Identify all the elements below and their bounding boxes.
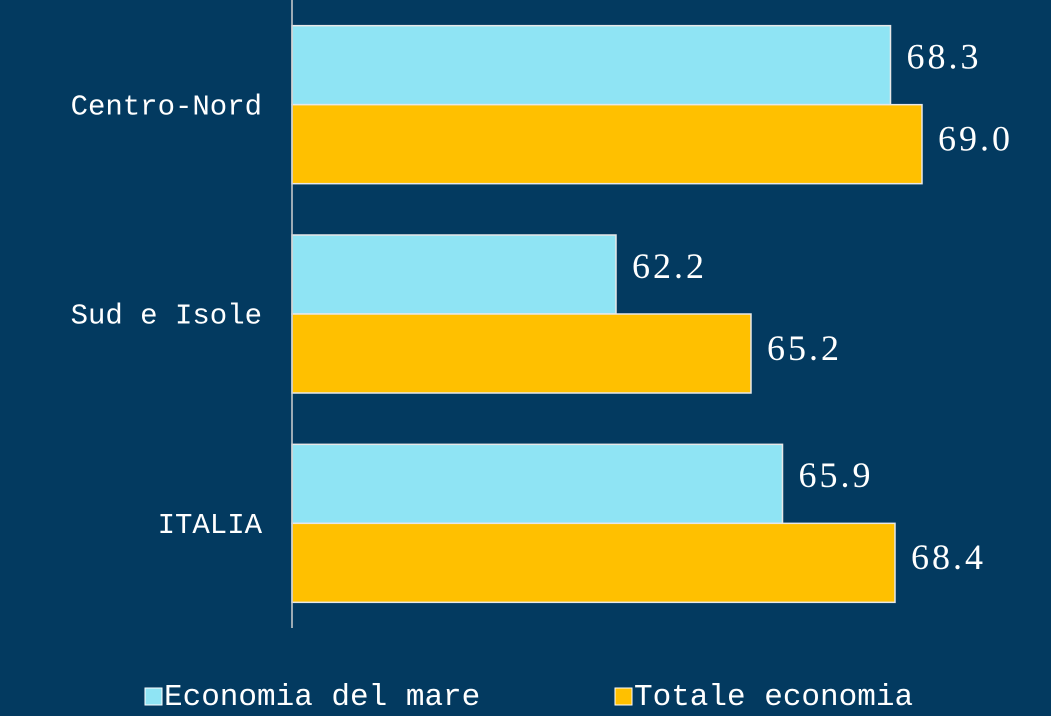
legend-swatch	[614, 687, 633, 706]
y-tick-label: Centro-Nord	[71, 90, 262, 123]
bar	[291, 443, 784, 525]
bar	[291, 234, 617, 315]
bar	[291, 522, 896, 604]
data-label: 68.4	[911, 537, 986, 577]
legend-swatch	[144, 687, 163, 706]
data-label: 65.9	[799, 455, 874, 495]
y-tick-label: Sud e Isole	[71, 300, 262, 333]
data-label: 62.2	[632, 246, 707, 286]
data-label: 68.3	[907, 36, 982, 76]
bar	[291, 313, 752, 394]
data-label: 65.2	[767, 328, 842, 368]
y-tick-label: ITALIA	[158, 509, 263, 542]
legend-label: Economia del mare	[164, 680, 480, 715]
legend-label: Totale economia	[634, 680, 913, 715]
bar	[291, 103, 923, 185]
bar	[291, 24, 892, 106]
data-label: 69.0	[938, 118, 1013, 158]
